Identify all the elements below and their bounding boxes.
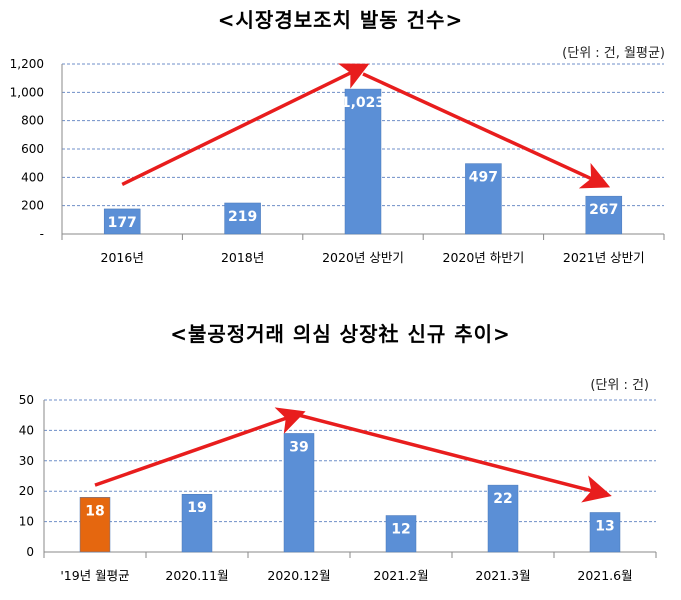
data-label: 267 xyxy=(589,202,618,218)
trend-arrow xyxy=(298,413,612,503)
y-tick-label: - xyxy=(40,227,44,241)
trend-arrow xyxy=(94,407,306,487)
data-label: 12 xyxy=(391,522,410,538)
chart2-unit-label: (단위 : 건) xyxy=(590,378,649,393)
data-label: 219 xyxy=(228,209,257,225)
bar xyxy=(283,433,315,553)
y-tick-label: 40 xyxy=(19,423,34,437)
x-tick-label: 2016년 xyxy=(101,250,144,265)
y-tick-label: 600 xyxy=(21,142,44,156)
bar xyxy=(385,515,417,553)
bar xyxy=(79,497,111,553)
chart2-plot: 0 10 20 30 40 50 18 '19년 월평균 19 2020.11월 39 2020.12… xyxy=(19,393,657,583)
trend-arrow xyxy=(362,72,611,189)
y-tick-label: 400 xyxy=(21,170,44,184)
chart1-title: <시장경보조치 발동 건수> xyxy=(217,8,464,32)
x-tick-label: 2020년 하반기 xyxy=(443,250,525,265)
bar xyxy=(589,512,621,553)
y-tick-label: 1,000 xyxy=(10,85,44,99)
chart2-title: <불공정거래 의심 상장社 신규 추이> xyxy=(170,322,511,346)
x-tick-label: 2020년 상반기 xyxy=(322,250,404,265)
chart1-unit-label: (단위 : 건, 월평균) xyxy=(562,46,665,61)
bar xyxy=(224,202,261,235)
y-tick-label: 800 xyxy=(21,114,44,128)
bar xyxy=(181,493,213,553)
bar xyxy=(465,163,502,235)
data-label: 177 xyxy=(108,215,137,231)
x-tick-label: 2020.12월 xyxy=(267,568,330,583)
x-tick-label: '19년 월평균 xyxy=(60,568,129,583)
x-tick-label: 2018년 xyxy=(221,250,264,265)
data-label: 39 xyxy=(289,439,308,455)
trend-arrow xyxy=(121,63,370,186)
y-tick-label: 1,200 xyxy=(10,57,44,71)
y-tick-label: 200 xyxy=(21,199,44,213)
data-label: 497 xyxy=(469,170,498,186)
x-tick-label: 2021.3월 xyxy=(475,568,530,583)
bar xyxy=(487,484,519,553)
bar xyxy=(344,88,382,235)
x-tick-label: 2020.11월 xyxy=(165,568,228,583)
data-label: 18 xyxy=(85,503,104,519)
data-label: 13 xyxy=(595,518,614,534)
y-tick-label: 20 xyxy=(19,484,34,498)
chart1-plot: - 200 400 600 800 1,000 1,200 177 2016년 219 2018년 1… xyxy=(10,57,665,265)
x-tick-label: 2021.2월 xyxy=(373,568,428,583)
y-tick-label: 0 xyxy=(26,545,34,559)
data-label: 19 xyxy=(187,500,206,516)
x-tick-label: 2021년 상반기 xyxy=(563,250,645,265)
y-tick-label: 30 xyxy=(19,454,34,468)
y-tick-label: 50 xyxy=(19,393,34,407)
data-label: 1,023 xyxy=(341,95,385,111)
bar xyxy=(103,208,141,235)
data-label: 22 xyxy=(493,491,512,507)
bar xyxy=(585,195,623,235)
x-tick-label: 2021.6월 xyxy=(577,568,632,583)
y-tick-label: 10 xyxy=(19,515,34,529)
